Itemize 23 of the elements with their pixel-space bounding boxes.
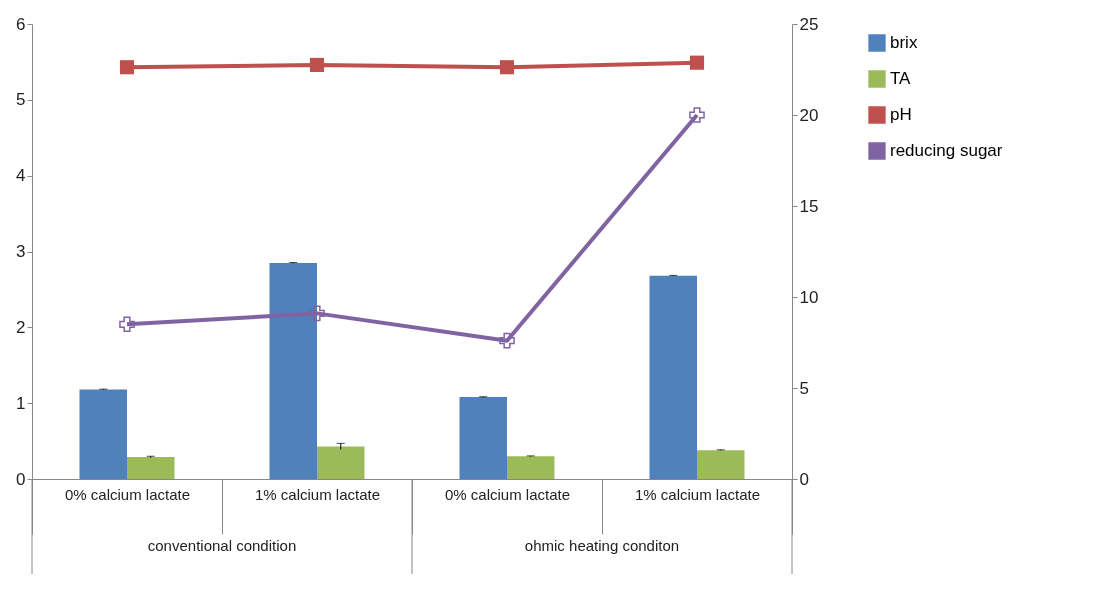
y-tick-label: 2 bbox=[16, 317, 26, 337]
x-tick-label: 0% calcium lactate bbox=[444, 485, 571, 503]
legend-label: pH bbox=[890, 105, 912, 124]
y-tick-label: 1 bbox=[16, 393, 26, 413]
x-tick-label: 1% calcium lactate bbox=[634, 485, 761, 503]
y2-tick-label: 0 bbox=[799, 469, 809, 489]
y-tick-label: 0 bbox=[16, 469, 26, 489]
legend-label: TA bbox=[890, 69, 912, 88]
text: conventional condition bbox=[147, 537, 297, 554]
y2-tick-label: 25 bbox=[799, 14, 819, 34]
y-tick-label: 4 bbox=[16, 166, 26, 186]
y2-tick-label: 20 bbox=[799, 105, 819, 125]
y-tick-label: 6 bbox=[16, 14, 26, 34]
y2-tick-label: 10 bbox=[799, 287, 819, 307]
y-tick-label: 5 bbox=[16, 90, 26, 110]
legend-label: brix bbox=[890, 33, 918, 52]
x-tick-label: 1% calcium lactate bbox=[254, 485, 381, 503]
text: ohmic heating conditon bbox=[524, 537, 680, 554]
x-tick-label: 0% calcium lactate bbox=[64, 485, 191, 503]
y2-tick-label: 5 bbox=[799, 378, 809, 398]
y-tick-label: 3 bbox=[16, 242, 26, 261]
y2-tick-label: 15 bbox=[799, 196, 819, 216]
legend-label: reducing sugar bbox=[890, 141, 1003, 160]
